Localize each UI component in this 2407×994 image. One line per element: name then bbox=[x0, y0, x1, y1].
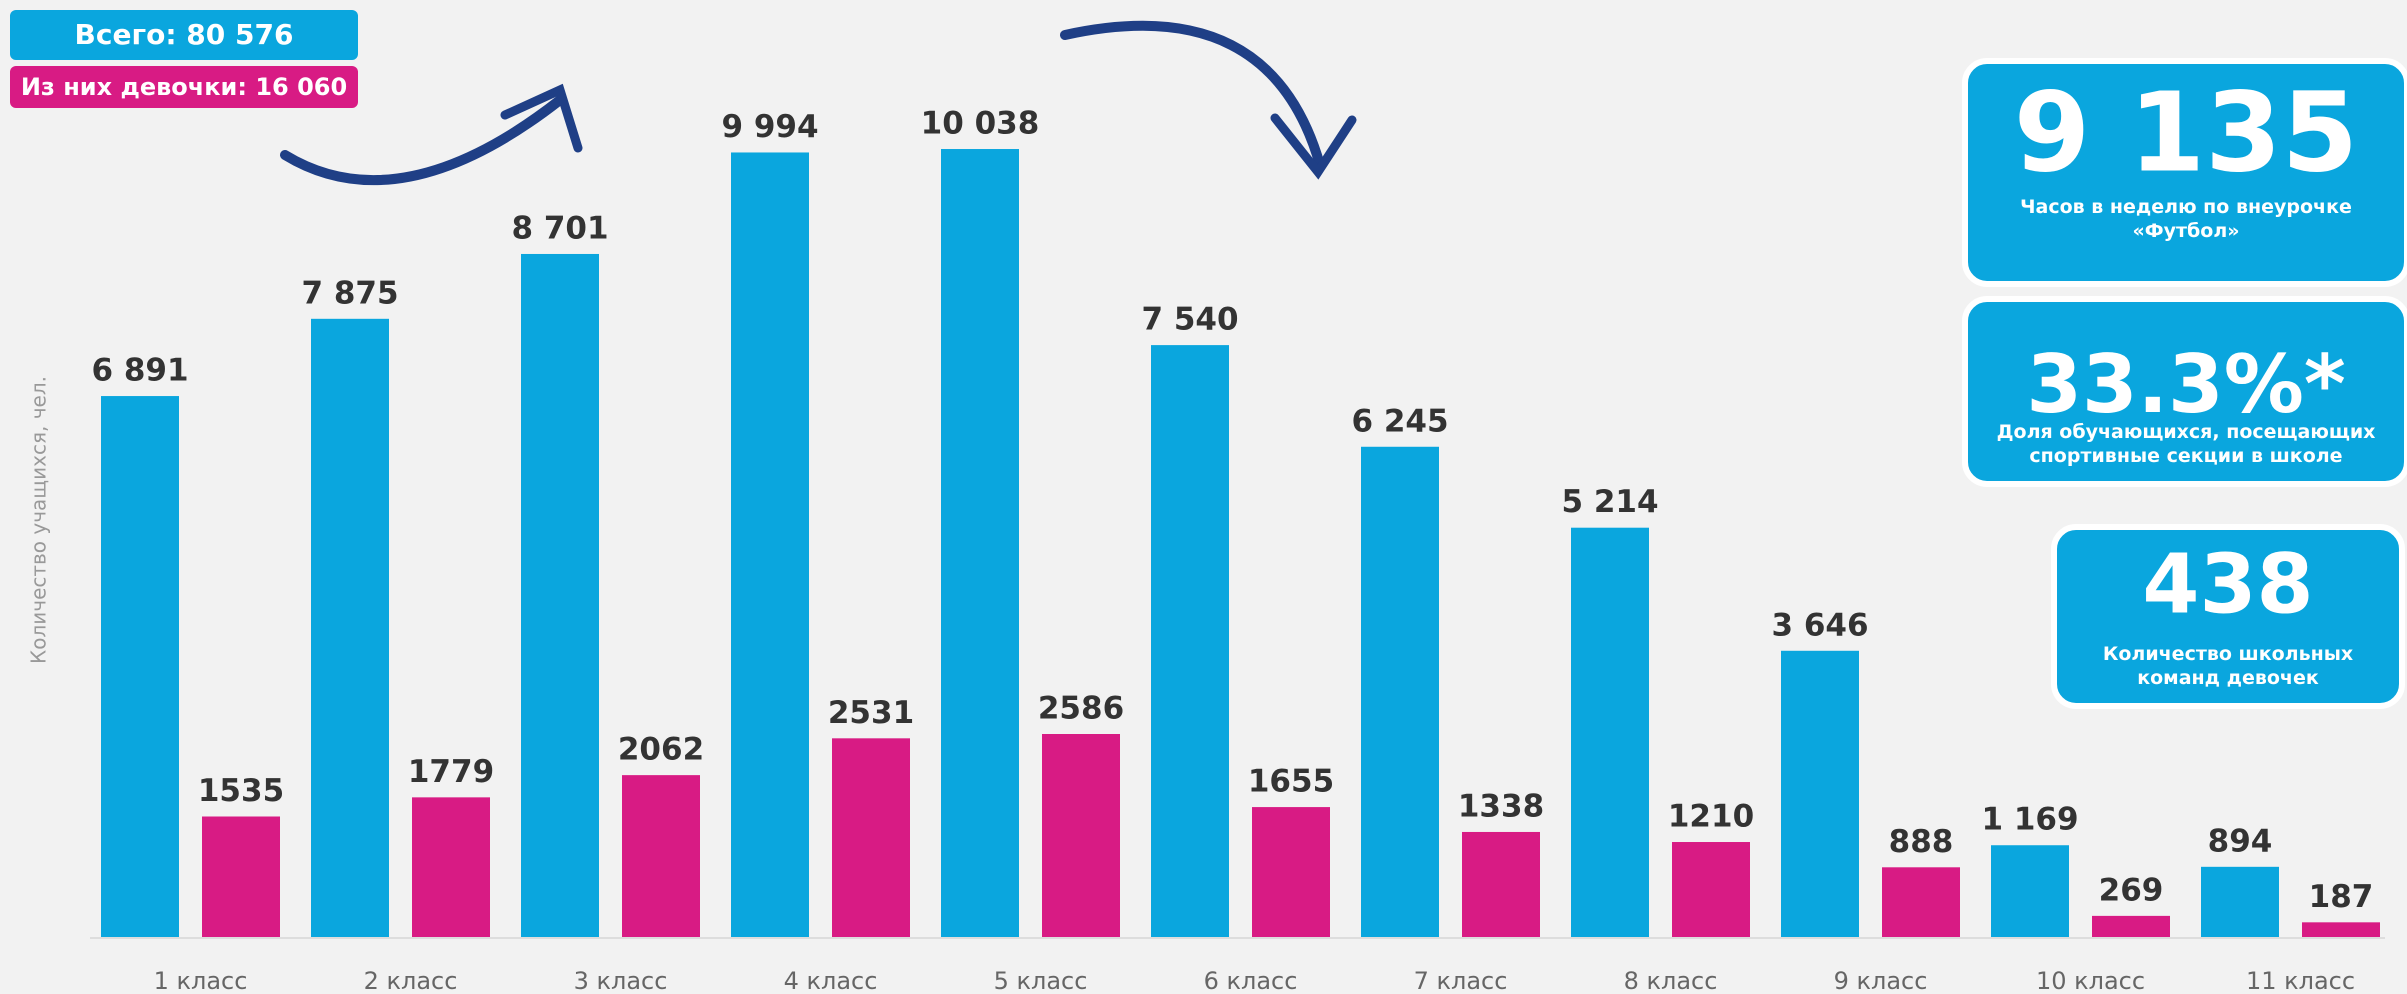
value-label: 2062 bbox=[618, 732, 704, 768]
bar bbox=[1151, 345, 1229, 937]
value-label: 1535 bbox=[198, 773, 284, 809]
bar bbox=[101, 396, 179, 937]
arrowhead bbox=[1270, 113, 1357, 180]
x-tick-label: 9 класс bbox=[1834, 967, 1928, 994]
stat-value: 9 135 bbox=[2014, 68, 2358, 196]
value-label: 1338 bbox=[1458, 788, 1544, 824]
value-label: 7 875 bbox=[301, 275, 398, 311]
y-axis-label: Количество учащихся, чел. bbox=[27, 376, 51, 664]
value-label: 8 701 bbox=[511, 210, 608, 246]
stat-text-box: Количество школьных команд девочек bbox=[2102, 643, 2354, 689]
value-label: 10 038 bbox=[921, 106, 1040, 142]
stat-text: Количество школьных команд девочек bbox=[2102, 643, 2354, 689]
bar bbox=[1361, 446, 1439, 937]
stat-panel bbox=[2051, 524, 2405, 709]
x-tick-label: 2 класс bbox=[364, 967, 458, 994]
value-label: 5 214 bbox=[1561, 484, 1658, 520]
bar bbox=[521, 253, 599, 937]
stat-text-box: Доля обучающихся, посещающих спортивные … bbox=[1996, 421, 2376, 467]
bar bbox=[311, 318, 389, 937]
x-tick-label: 1 класс bbox=[154, 967, 248, 994]
bar bbox=[1781, 650, 1859, 937]
value-label: 1655 bbox=[1248, 764, 1334, 800]
value-label: 1210 bbox=[1668, 799, 1754, 835]
bar bbox=[731, 152, 809, 937]
x-tick-label: 3 класс bbox=[574, 967, 668, 994]
value-label: 1779 bbox=[408, 754, 494, 790]
value-label: 2586 bbox=[1038, 690, 1124, 726]
arrowhead bbox=[500, 83, 583, 153]
bar bbox=[2201, 866, 2279, 937]
total-badge bbox=[10, 10, 358, 60]
bar bbox=[832, 738, 910, 937]
value-label: 9 994 bbox=[721, 109, 818, 145]
value-label: 7 540 bbox=[1141, 302, 1238, 338]
bar bbox=[622, 775, 700, 937]
bar bbox=[1991, 845, 2069, 937]
bar bbox=[1882, 867, 1960, 937]
stat-text: Доля обучающихся, посещающих спортивные … bbox=[1996, 421, 2376, 467]
bar bbox=[1672, 842, 1750, 937]
stat-value: 438 bbox=[2142, 537, 2313, 632]
x-tick-label: 4 класс bbox=[784, 967, 878, 994]
bar bbox=[941, 149, 1019, 938]
bar bbox=[1252, 807, 1330, 937]
total-label: Всего: 80 576 bbox=[75, 18, 294, 51]
x-tick-label: 11 класс bbox=[2246, 967, 2355, 994]
value-label: 888 bbox=[1889, 824, 1954, 860]
arrow bbox=[280, 95, 565, 185]
bar bbox=[202, 816, 280, 937]
bar bbox=[1042, 733, 1120, 937]
value-label: 269 bbox=[2099, 872, 2164, 908]
stat-value: 33.3%* bbox=[2026, 338, 2345, 431]
value-label: 2531 bbox=[828, 695, 914, 731]
x-tick-label: 5 класс bbox=[994, 967, 1088, 994]
bar bbox=[1571, 527, 1649, 937]
stat-panel bbox=[1962, 296, 2407, 487]
bar bbox=[1462, 831, 1540, 937]
x-tick-label: 10 класс bbox=[2036, 967, 2145, 994]
value-label: 3 646 bbox=[1771, 607, 1868, 643]
value-label: 187 bbox=[2309, 879, 2374, 915]
bar bbox=[2302, 922, 2380, 937]
x-tick-label: 7 класс bbox=[1414, 967, 1508, 994]
girls-label: Из них девочки: 16 060 bbox=[21, 73, 347, 101]
value-label: 6 891 bbox=[91, 353, 188, 389]
girls-badge bbox=[10, 66, 358, 108]
stat-panel bbox=[1962, 58, 2407, 287]
stat-text-box: Часов в неделю по внеурочке «Футбол» bbox=[2020, 196, 2352, 242]
value-label: 894 bbox=[2208, 823, 2273, 859]
arrow bbox=[1060, 20, 1325, 170]
stat-text: Часов в неделю по внеурочке «Футбол» bbox=[2020, 196, 2352, 242]
value-label: 6 245 bbox=[1351, 403, 1448, 439]
x-tick-label: 6 класс bbox=[1204, 967, 1298, 994]
x-tick-label: 8 класс bbox=[1624, 967, 1718, 994]
bar bbox=[2092, 915, 2170, 937]
bar bbox=[412, 797, 490, 937]
value-label: 1 169 bbox=[1981, 802, 2078, 838]
